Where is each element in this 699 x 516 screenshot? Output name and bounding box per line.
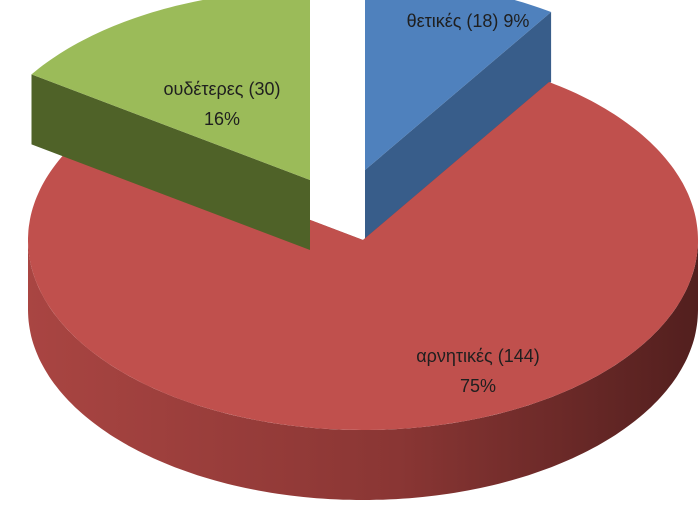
slice (31, 0, 310, 180)
slice-wall (28, 240, 698, 500)
data-label: 16% (204, 109, 240, 129)
data-label: ουδέτερες (30) (164, 79, 281, 99)
slice (365, 0, 552, 170)
data-label: θετικές (18) 9% (407, 11, 530, 31)
data-label: αρνητικές (144) (416, 346, 540, 366)
slice-side (31, 74, 310, 251)
data-label: 75% (460, 376, 496, 396)
slice (28, 82, 698, 430)
slice-side (365, 12, 552, 240)
